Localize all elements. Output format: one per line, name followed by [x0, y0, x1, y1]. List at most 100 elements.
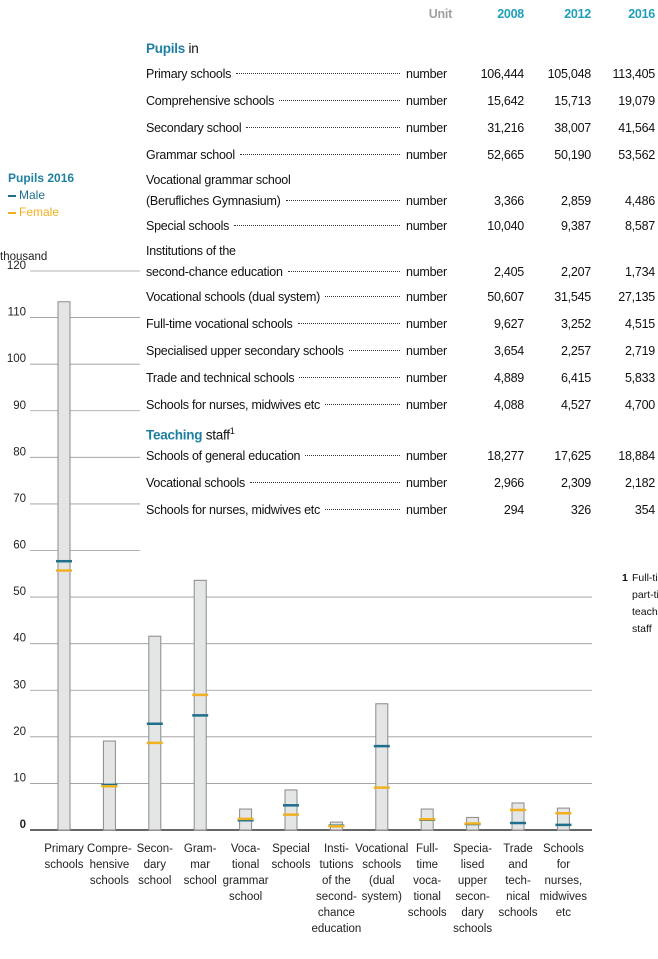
x-tick-label: Vocational — [355, 843, 408, 855]
label-line: Vocational grammar school — [146, 173, 291, 187]
table-row: Trade and technical schools number 4,889 6,… — [146, 365, 658, 392]
leader-dots — [246, 127, 400, 128]
label-text: Schools of general education — [146, 449, 301, 463]
leader-dots — [279, 100, 400, 101]
x-tick-label: schools — [45, 859, 84, 871]
legend: Pupils 2016 Male Female — [8, 170, 74, 221]
bar — [556, 807, 570, 831]
legend-label: Female — [19, 205, 60, 219]
label-line: Trade and technical schools — [146, 368, 406, 389]
section-title-bold: Pupils — [146, 41, 186, 56]
legend-entry: Female — [8, 204, 74, 221]
label-line: Vocational schools — [146, 473, 406, 494]
row-value: 4,527 — [560, 398, 591, 412]
x-tick-label: schools — [499, 907, 538, 919]
x-tick-label: tional — [232, 859, 260, 871]
footnote-ref: 1 — [229, 426, 235, 436]
y-axis-unit: thousand — [0, 251, 47, 263]
label-line: Vocational schools (dual system) — [146, 287, 406, 308]
label-line: (Berufliches Gymnasium) — [146, 191, 406, 212]
leader-dots — [285, 200, 400, 201]
bar — [193, 579, 207, 831]
x-tick-label: tutions — [319, 859, 353, 871]
row-value: 10,040 — [487, 219, 524, 233]
label-text: Vocational schools (dual system) — [146, 290, 321, 304]
y-tick-label: 0 — [20, 819, 26, 831]
x-tick-label: second- — [316, 891, 357, 903]
leader-dots — [239, 154, 400, 155]
legend-entry: Male — [8, 187, 74, 204]
row-unit: number — [406, 503, 447, 517]
x-tick-label: Gram- — [184, 843, 217, 855]
row-unit: number — [406, 148, 447, 162]
label-text: Primary schools — [146, 67, 232, 81]
leader-dots — [297, 323, 400, 324]
x-tick-label: system) — [362, 891, 402, 903]
x-tick-label: Specia- — [453, 843, 492, 855]
row-label: Vocational schools — [146, 473, 406, 494]
x-tick-label: (dual — [369, 875, 395, 887]
x-tick-label: schools — [408, 907, 447, 919]
x-tick-label: grammar — [223, 875, 269, 887]
y-tick-label: 40 — [13, 633, 26, 645]
x-tick-label: school — [184, 875, 217, 887]
x-tick-label: mar — [190, 859, 210, 871]
x-tick-label: Schools — [543, 843, 584, 855]
table-row: Vocational schools (dual system) number 50… — [146, 284, 658, 311]
table-row: Vocational schools number 2,966 2,309 2,182 — [146, 470, 658, 497]
legend-title: Pupils 2016 — [8, 171, 75, 185]
row-value: 18,884 — [618, 449, 655, 463]
row-label: Vocational schools (dual system) — [146, 287, 406, 308]
row-label: Special schools — [146, 216, 406, 237]
row-value: 3,366 — [493, 194, 524, 208]
table-row: Specialised upper secondary schools numbe… — [146, 338, 658, 365]
x-tick-label: midwives — [540, 891, 588, 903]
bar — [148, 635, 162, 831]
row-label: Schools for nurses, midwives etc — [146, 395, 406, 416]
table-row: Full-time vocational schools number 9,627 3… — [146, 311, 658, 338]
x-tick-label: dary — [144, 859, 167, 871]
label-text: Specialised upper secondary schools — [146, 344, 344, 358]
table-header: Unit 2008 2012 2016 — [146, 0, 658, 37]
row-value: 4,889 — [493, 371, 524, 385]
row-value: 38,007 — [554, 121, 591, 135]
header-year: 2008 — [497, 7, 524, 21]
label-line: second-chance education — [146, 262, 406, 283]
x-tick-label: of the — [322, 875, 351, 887]
x-tick-label: etc — [556, 907, 572, 919]
x-tick-label: hensive — [90, 859, 130, 871]
row-unit: number — [406, 219, 447, 233]
y-tick-label: 80 — [13, 446, 26, 458]
row-value: 2,859 — [560, 194, 591, 208]
leader-dots — [299, 377, 400, 378]
row-value: 5,833 — [624, 371, 655, 385]
row-value: 31,545 — [554, 290, 591, 304]
section-title: Teaching staff1 — [146, 419, 658, 443]
row-value: 53,562 — [618, 148, 655, 162]
label-text: Special schools — [146, 219, 230, 233]
row-unit: number — [406, 290, 447, 304]
row-label: Trade and technical schools — [146, 368, 406, 389]
x-tick-label: for — [557, 859, 571, 871]
x-tick-label: secon- — [455, 891, 490, 903]
row-label: Secondary school — [146, 118, 406, 139]
y-tick-label: 50 — [13, 586, 26, 598]
y-tick-label: 110 — [8, 307, 26, 319]
row-value: 52,665 — [487, 148, 524, 162]
row-value: 19,079 — [618, 94, 655, 108]
bar — [375, 703, 389, 831]
row-value: 3,252 — [560, 317, 591, 331]
label-line: Schools for nurses, midwives etc — [146, 500, 406, 521]
row-label: Institutions of the second-chance educati… — [146, 241, 406, 283]
table-row: Vocational grammar school (Berufliches Gy… — [146, 169, 658, 213]
label-text: Secondary school — [146, 121, 242, 135]
label-text: Trade and technical schools — [146, 371, 295, 385]
label-line: Specialised upper secondary schools — [146, 341, 406, 362]
label-line: Special schools — [146, 216, 406, 237]
row-value: 3,654 — [493, 344, 524, 358]
bar — [511, 802, 525, 831]
row-value: 105,048 — [547, 67, 592, 81]
row-value: 18,277 — [487, 449, 524, 463]
x-tick-label: Voca- — [231, 843, 261, 855]
